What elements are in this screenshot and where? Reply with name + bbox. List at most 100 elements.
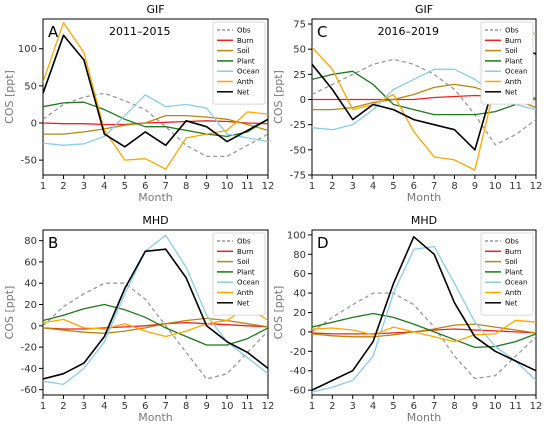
x-tick-label: 1 [40, 181, 46, 192]
legend-label: Net [237, 299, 250, 307]
panel-letter: C [317, 23, 327, 41]
x-tick-label: 7 [163, 181, 169, 192]
legend-label: Plant [237, 57, 255, 65]
legend-label: Plant [237, 268, 255, 276]
y-tick-label: -75 [290, 171, 306, 182]
y-tick-label: 50 [293, 45, 306, 56]
panel-title: GIF [415, 3, 433, 16]
legend-box [480, 21, 534, 105]
series-line-obs [43, 282, 268, 380]
x-tick-label: 5 [122, 401, 128, 412]
x-tick-label: 10 [489, 181, 502, 192]
x-tick-label: 7 [163, 401, 169, 412]
x-axis-title: Month [407, 191, 442, 204]
legend-label: Burn [505, 37, 521, 45]
series-line-plant [312, 70, 536, 116]
legend-label: Net [237, 88, 250, 96]
panel-c: 1 2 3 4 5 6 7 8 9 10 11 12-75-50-250255075MonthCOS … [272, 3, 542, 204]
x-tick-label: 11 [241, 181, 254, 192]
x-tick-label: 2 [329, 181, 335, 192]
x-tick-label: 5 [390, 401, 396, 412]
x-tick-label: 1 [309, 401, 315, 412]
series-line-anth [43, 305, 268, 338]
series-line-net [43, 248, 268, 380]
x-tick-label: 5 [122, 181, 128, 192]
y-tick-label: 0 [31, 321, 37, 332]
x-axis-title: Month [138, 411, 173, 424]
x-tick-label: 6 [411, 181, 417, 192]
x-tick-label: 9 [472, 401, 478, 412]
series-line-ocean [43, 94, 268, 146]
legend-label: Anth [237, 78, 253, 86]
series-group [43, 234, 268, 386]
x-axis-title: Month [407, 411, 442, 424]
x-tick-label: 12 [262, 181, 275, 192]
legend-label: Soil [505, 258, 518, 266]
x-tick-label: 1 [309, 181, 315, 192]
y-tick-label: 0 [300, 95, 306, 106]
legend-label: Obs [237, 27, 251, 35]
legend-label: Ocean [505, 279, 527, 287]
plot-frame [311, 18, 537, 176]
panel-d: 1 2 3 4 5 6 7 8 9 10 11 12-60-40-20020406080100Mont… [272, 214, 542, 424]
series-line-anth [43, 22, 268, 170]
series-line-ocean [312, 245, 536, 393]
legend-box [480, 232, 534, 316]
x-tick-label: 6 [142, 401, 148, 412]
y-tick-label: 50 [24, 81, 37, 92]
legend-label: Net [505, 299, 518, 307]
series-group [43, 22, 268, 170]
legend: Obs Burn Soil Plant Ocean Anth Net [480, 21, 534, 105]
x-tick-label: 2 [60, 401, 66, 412]
y-tick-label: -40 [21, 364, 37, 375]
legend-label: Obs [237, 238, 251, 246]
panel-letter: B [48, 234, 58, 252]
x-tick-label: 9 [203, 181, 209, 192]
x-tick-label: 10 [221, 181, 234, 192]
legend-label: Ocean [237, 68, 259, 76]
x-tick-label: 11 [241, 401, 254, 412]
legend-label: Anth [505, 289, 521, 297]
x-tick-label: 10 [489, 401, 502, 412]
x-tick-label: 11 [509, 181, 522, 192]
legend-label: Soil [237, 47, 250, 55]
panel-subtitle: 2011–2015 [109, 25, 171, 38]
y-tick-label: -50 [21, 156, 37, 167]
x-tick-label: 9 [472, 181, 478, 192]
y-tick-label: 0 [31, 119, 37, 130]
legend-box [212, 232, 266, 316]
legend-label: Ocean [505, 68, 527, 76]
x-tick-label: 3 [81, 181, 87, 192]
legend-label: Anth [505, 78, 521, 86]
x-tick-label: 6 [142, 181, 148, 192]
y-tick-label: 0 [300, 327, 306, 338]
series-group [312, 236, 536, 393]
y-tick-label: -40 [290, 366, 306, 377]
y-axis-title: COS [ppt] [3, 70, 16, 124]
series-line-soil [43, 317, 268, 334]
plot-frame [42, 18, 269, 176]
plot-frame [42, 229, 269, 396]
series-line-soil [43, 114, 268, 135]
x-tick-label: 4 [101, 181, 107, 192]
y-tick-label: 40 [293, 289, 306, 300]
x-tick-label: 3 [350, 181, 356, 192]
legend-label: Burn [237, 248, 253, 256]
series-line-net [312, 236, 536, 391]
y-axis-title: COS [ppt] [272, 70, 285, 124]
legend-label: Ocean [237, 279, 259, 287]
legend-label: Obs [505, 27, 519, 35]
series-line-burn [43, 321, 268, 330]
series-line-plant [312, 312, 536, 349]
x-tick-label: 2 [329, 401, 335, 412]
y-tick-label: 75 [293, 20, 306, 31]
y-tick-label: -50 [290, 145, 306, 156]
y-tick-label: 100 [18, 44, 37, 55]
legend-label: Anth [237, 289, 253, 297]
y-tick-label: 100 [287, 230, 306, 241]
x-tick-label: 10 [221, 401, 234, 412]
series-line-obs [312, 58, 536, 146]
y-tick-label: 20 [293, 308, 306, 319]
legend-label: Plant [505, 57, 523, 65]
